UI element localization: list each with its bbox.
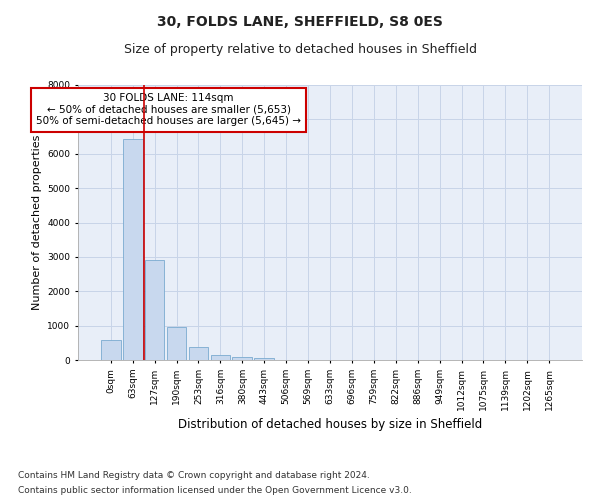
Text: Size of property relative to detached houses in Sheffield: Size of property relative to detached ho…: [124, 42, 476, 56]
Bar: [254, 358, 274, 360]
Text: 30, FOLDS LANE, SHEFFIELD, S8 0ES: 30, FOLDS LANE, SHEFFIELD, S8 0ES: [157, 15, 443, 29]
Bar: [101, 340, 121, 360]
Bar: [211, 354, 230, 360]
Text: Contains HM Land Registry data © Crown copyright and database right 2024.: Contains HM Land Registry data © Crown c…: [18, 471, 370, 480]
Bar: [188, 348, 208, 360]
Bar: [232, 357, 252, 360]
Bar: [167, 326, 187, 360]
Y-axis label: Number of detached properties: Number of detached properties: [32, 135, 42, 310]
Text: 30 FOLDS LANE: 114sqm
← 50% of detached houses are smaller (5,653)
50% of semi-d: 30 FOLDS LANE: 114sqm ← 50% of detached …: [36, 93, 301, 126]
Bar: [145, 260, 164, 360]
Bar: [123, 140, 143, 360]
X-axis label: Distribution of detached houses by size in Sheffield: Distribution of detached houses by size …: [178, 418, 482, 431]
Text: Contains public sector information licensed under the Open Government Licence v3: Contains public sector information licen…: [18, 486, 412, 495]
